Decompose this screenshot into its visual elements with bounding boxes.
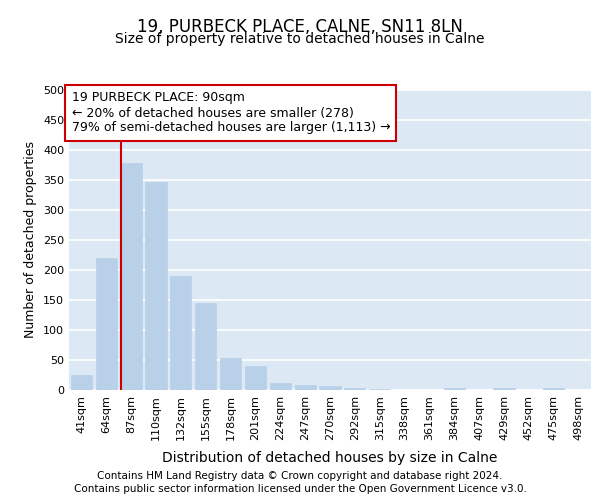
Bar: [71, 375, 92, 390]
Bar: [195, 303, 216, 390]
Bar: [444, 388, 465, 390]
Text: Contains public sector information licensed under the Open Government Licence v3: Contains public sector information licen…: [74, 484, 526, 494]
Bar: [319, 386, 341, 390]
Bar: [295, 385, 316, 390]
Text: 19 PURBECK PLACE: 90sqm
← 20% of detached houses are smaller (278)
79% of semi-d: 19 PURBECK PLACE: 90sqm ← 20% of detache…: [71, 92, 390, 134]
Bar: [170, 276, 191, 390]
Bar: [344, 388, 365, 390]
Bar: [543, 388, 564, 390]
Text: 19, PURBECK PLACE, CALNE, SN11 8LN: 19, PURBECK PLACE, CALNE, SN11 8LN: [137, 18, 463, 36]
Bar: [270, 383, 291, 390]
Y-axis label: Number of detached properties: Number of detached properties: [25, 142, 37, 338]
Text: Size of property relative to detached houses in Calne: Size of property relative to detached ho…: [115, 32, 485, 46]
Bar: [220, 358, 241, 390]
Bar: [121, 163, 142, 390]
Bar: [245, 366, 266, 390]
Text: Contains HM Land Registry data © Crown copyright and database right 2024.: Contains HM Land Registry data © Crown c…: [97, 471, 503, 481]
Bar: [493, 388, 515, 390]
Bar: [96, 258, 117, 390]
Bar: [145, 182, 167, 390]
X-axis label: Distribution of detached houses by size in Calne: Distribution of detached houses by size …: [163, 451, 497, 465]
